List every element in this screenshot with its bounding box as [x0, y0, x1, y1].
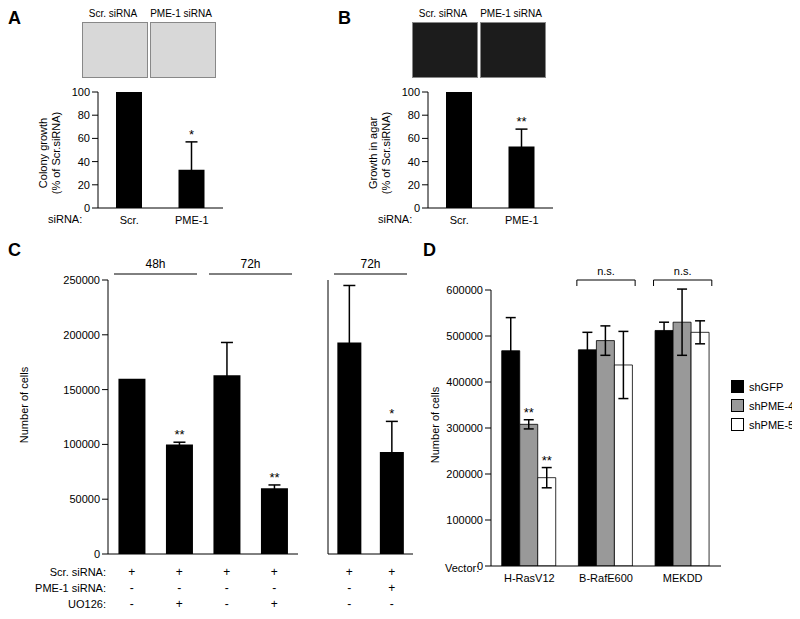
svg-text:-: -	[390, 597, 394, 610]
svg-text:80: 80	[78, 109, 90, 121]
svg-text:H-RasV12: H-RasV12	[504, 572, 555, 584]
svg-text:80: 80	[408, 109, 420, 121]
svg-text:100: 100	[402, 86, 420, 98]
svg-text:48h: 48h	[145, 257, 165, 271]
svg-text:Scr.: Scr.	[450, 214, 469, 226]
svg-text:600000: 600000	[446, 284, 483, 296]
svg-text:-: -	[347, 581, 351, 595]
svg-text:PME-1: PME-1	[175, 214, 209, 226]
svg-text:**: **	[524, 405, 534, 420]
svg-text:UO126:: UO126:	[68, 598, 106, 610]
svg-text:0: 0	[414, 202, 420, 214]
svg-text:20: 20	[78, 179, 90, 191]
svg-text:Number of cells: Number of cells	[18, 366, 30, 443]
svg-text:40: 40	[78, 156, 90, 168]
svg-text:+: +	[388, 581, 395, 595]
svg-text:**: **	[542, 453, 552, 468]
svg-text:60: 60	[78, 132, 90, 144]
svg-text:+: +	[223, 565, 230, 579]
svg-text:100000: 100000	[63, 438, 100, 450]
svg-text:*: *	[189, 127, 194, 142]
svg-text:B-RafE600: B-RafE600	[579, 572, 633, 584]
svg-text:MEKDD: MEKDD	[663, 572, 703, 584]
svg-text:20: 20	[408, 179, 420, 191]
svg-text:72h: 72h	[240, 257, 260, 271]
svg-text:100000: 100000	[446, 514, 483, 526]
svg-text:+: +	[176, 597, 183, 610]
svg-text:Scr.: Scr.	[120, 214, 139, 226]
svg-text:-: -	[272, 581, 276, 595]
svg-text:150000: 150000	[63, 384, 100, 396]
svg-text:**: **	[516, 114, 526, 129]
svg-text:**: **	[269, 470, 279, 485]
svg-text:n.s.: n.s.	[674, 265, 692, 277]
svg-text:-: -	[130, 581, 134, 595]
svg-text:+: +	[388, 565, 395, 579]
svg-text:50000: 50000	[69, 493, 100, 505]
svg-text:100: 100	[72, 86, 90, 98]
svg-text:PME-1: PME-1	[505, 214, 539, 226]
svg-text:*: *	[389, 406, 394, 421]
svg-text:-: -	[177, 581, 181, 595]
svg-text:Colony growth(% of Scr.siRNA): Colony growth(% of Scr.siRNA)	[37, 112, 62, 195]
svg-text:72h: 72h	[360, 257, 380, 271]
svg-text:0: 0	[84, 202, 90, 214]
svg-text:200000: 200000	[446, 468, 483, 480]
svg-text:400000: 400000	[446, 376, 483, 388]
svg-text:500000: 500000	[446, 330, 483, 342]
svg-text:-: -	[225, 581, 229, 595]
svg-text:+: +	[128, 565, 135, 579]
svg-text:**: **	[174, 427, 184, 442]
svg-text:200000: 200000	[63, 329, 100, 341]
svg-text:-: -	[130, 597, 134, 610]
svg-text:+: +	[271, 565, 278, 579]
svg-text:60: 60	[408, 132, 420, 144]
svg-text:n.s.: n.s.	[597, 265, 615, 277]
svg-text:PME-1 siRNA:: PME-1 siRNA:	[35, 582, 106, 594]
svg-text:250000: 250000	[63, 274, 100, 286]
svg-text:+: +	[271, 597, 278, 610]
svg-text:-: -	[225, 597, 229, 610]
svg-text:-: -	[347, 597, 351, 610]
svg-text:+: +	[176, 565, 183, 579]
svg-text:+: +	[346, 565, 353, 579]
svg-text:Number of cells: Number of cells	[429, 386, 441, 463]
svg-text:300000: 300000	[446, 422, 483, 434]
svg-text:40: 40	[408, 156, 420, 168]
svg-text:Growth in agar(% of Scr.siRNA): Growth in agar(% of Scr.siRNA)	[367, 112, 392, 195]
svg-text:0: 0	[94, 548, 100, 560]
svg-text:Scr. siRNA:: Scr. siRNA:	[50, 566, 106, 578]
